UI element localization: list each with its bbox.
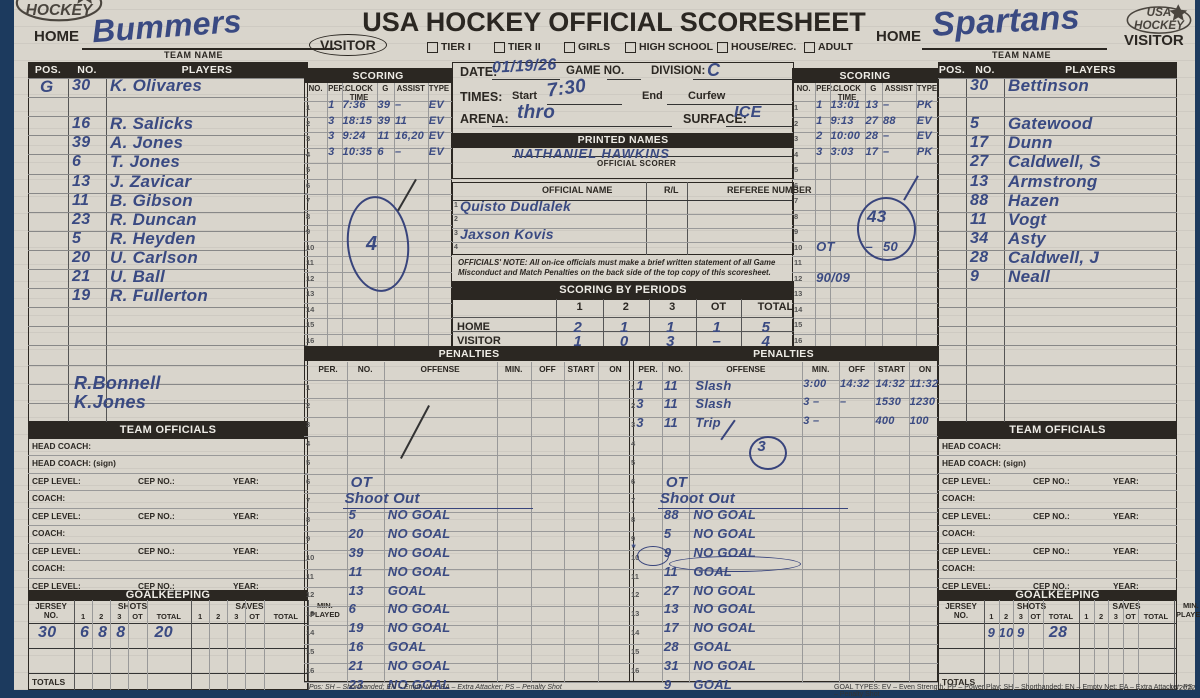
svg-text:HOCKEY: HOCKEY <box>26 2 94 19</box>
svg-text:USA: USA <box>1147 6 1172 19</box>
svg-text:HOCKEY: HOCKEY <box>1134 19 1185 32</box>
